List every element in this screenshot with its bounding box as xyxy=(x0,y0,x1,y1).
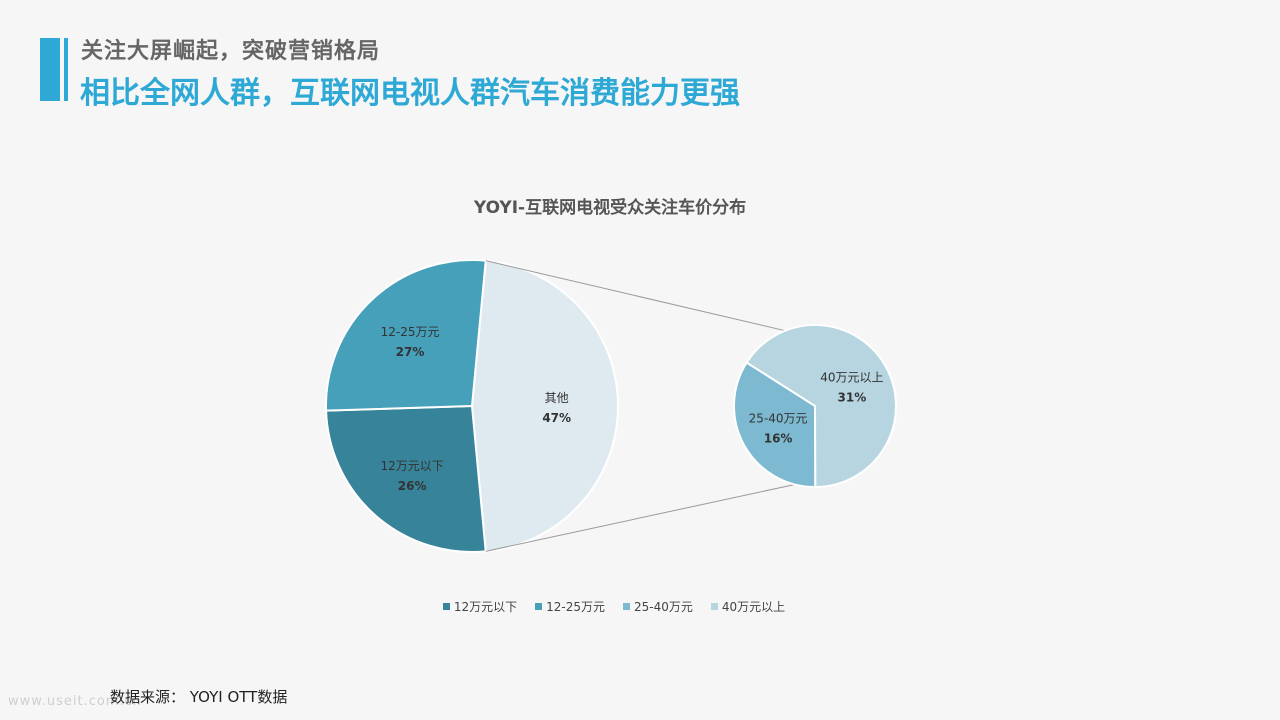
main-slice-value-other: 47% xyxy=(542,411,571,425)
legend-swatch xyxy=(535,603,543,610)
legend-swatch xyxy=(442,603,450,610)
data-source-note: 数据来源： YOYI OTT数据 xyxy=(110,688,288,706)
secondary-slice-value-25-40: 16% xyxy=(764,431,793,445)
main-slice-label-12-25: 12-25万元 xyxy=(381,325,440,339)
legend-item-25-40: 25-40万元 xyxy=(623,598,693,615)
main-slice-value-12-25: 27% xyxy=(396,345,425,359)
connector-line-bottom xyxy=(485,483,795,552)
main-slice-label-other: 其他 xyxy=(545,391,569,405)
page-headline: 相比全网人群，互联网电视人群汽车消费能力更强 xyxy=(80,76,740,111)
main-pie-slice-12-25 xyxy=(325,259,487,412)
secondary-slice-value-40: 31% xyxy=(838,391,867,405)
section-kicker: 关注大屏崛起，突破营销格局 xyxy=(81,39,381,64)
chart-title: YOYI-互联网电视受众关注车价分布 xyxy=(473,198,747,218)
legend-item-12: 12万元以下 xyxy=(442,598,518,615)
secondary-slice-label-40: 40万元以上 xyxy=(820,371,883,385)
title-accent-line xyxy=(64,38,68,101)
title-accent-bar xyxy=(40,38,60,101)
legend-label: 12万元以下 xyxy=(453,600,518,614)
legend-swatch xyxy=(623,603,630,610)
main-pie-slice-other xyxy=(470,259,619,553)
watermark: www.useit.com.cn xyxy=(8,694,142,709)
secondary-slice-label-25-40: 25-40万元 xyxy=(749,411,808,425)
legend-item-12-25: 12-25万元 xyxy=(535,598,605,615)
legend-label: 12-25万元 xyxy=(546,600,605,614)
main-slice-label-12: 12万元以下 xyxy=(380,459,443,473)
secondary-pie-slice-40 xyxy=(745,324,897,489)
legend-label: 25-40万元 xyxy=(634,600,693,614)
connector-line-top xyxy=(485,260,786,332)
chart-legend: 12万元以下 12-25万元 25-40万元 40万元以上 xyxy=(0,598,1228,615)
legend-swatch xyxy=(710,603,718,610)
main-slice-value-12: 26% xyxy=(398,479,427,493)
legend-item-40: 40万元以上 xyxy=(710,598,786,615)
legend-label: 40万元以上 xyxy=(721,600,786,614)
main-pie-slice-12 xyxy=(325,404,487,553)
secondary-pie-slice-25-40 xyxy=(733,361,817,489)
